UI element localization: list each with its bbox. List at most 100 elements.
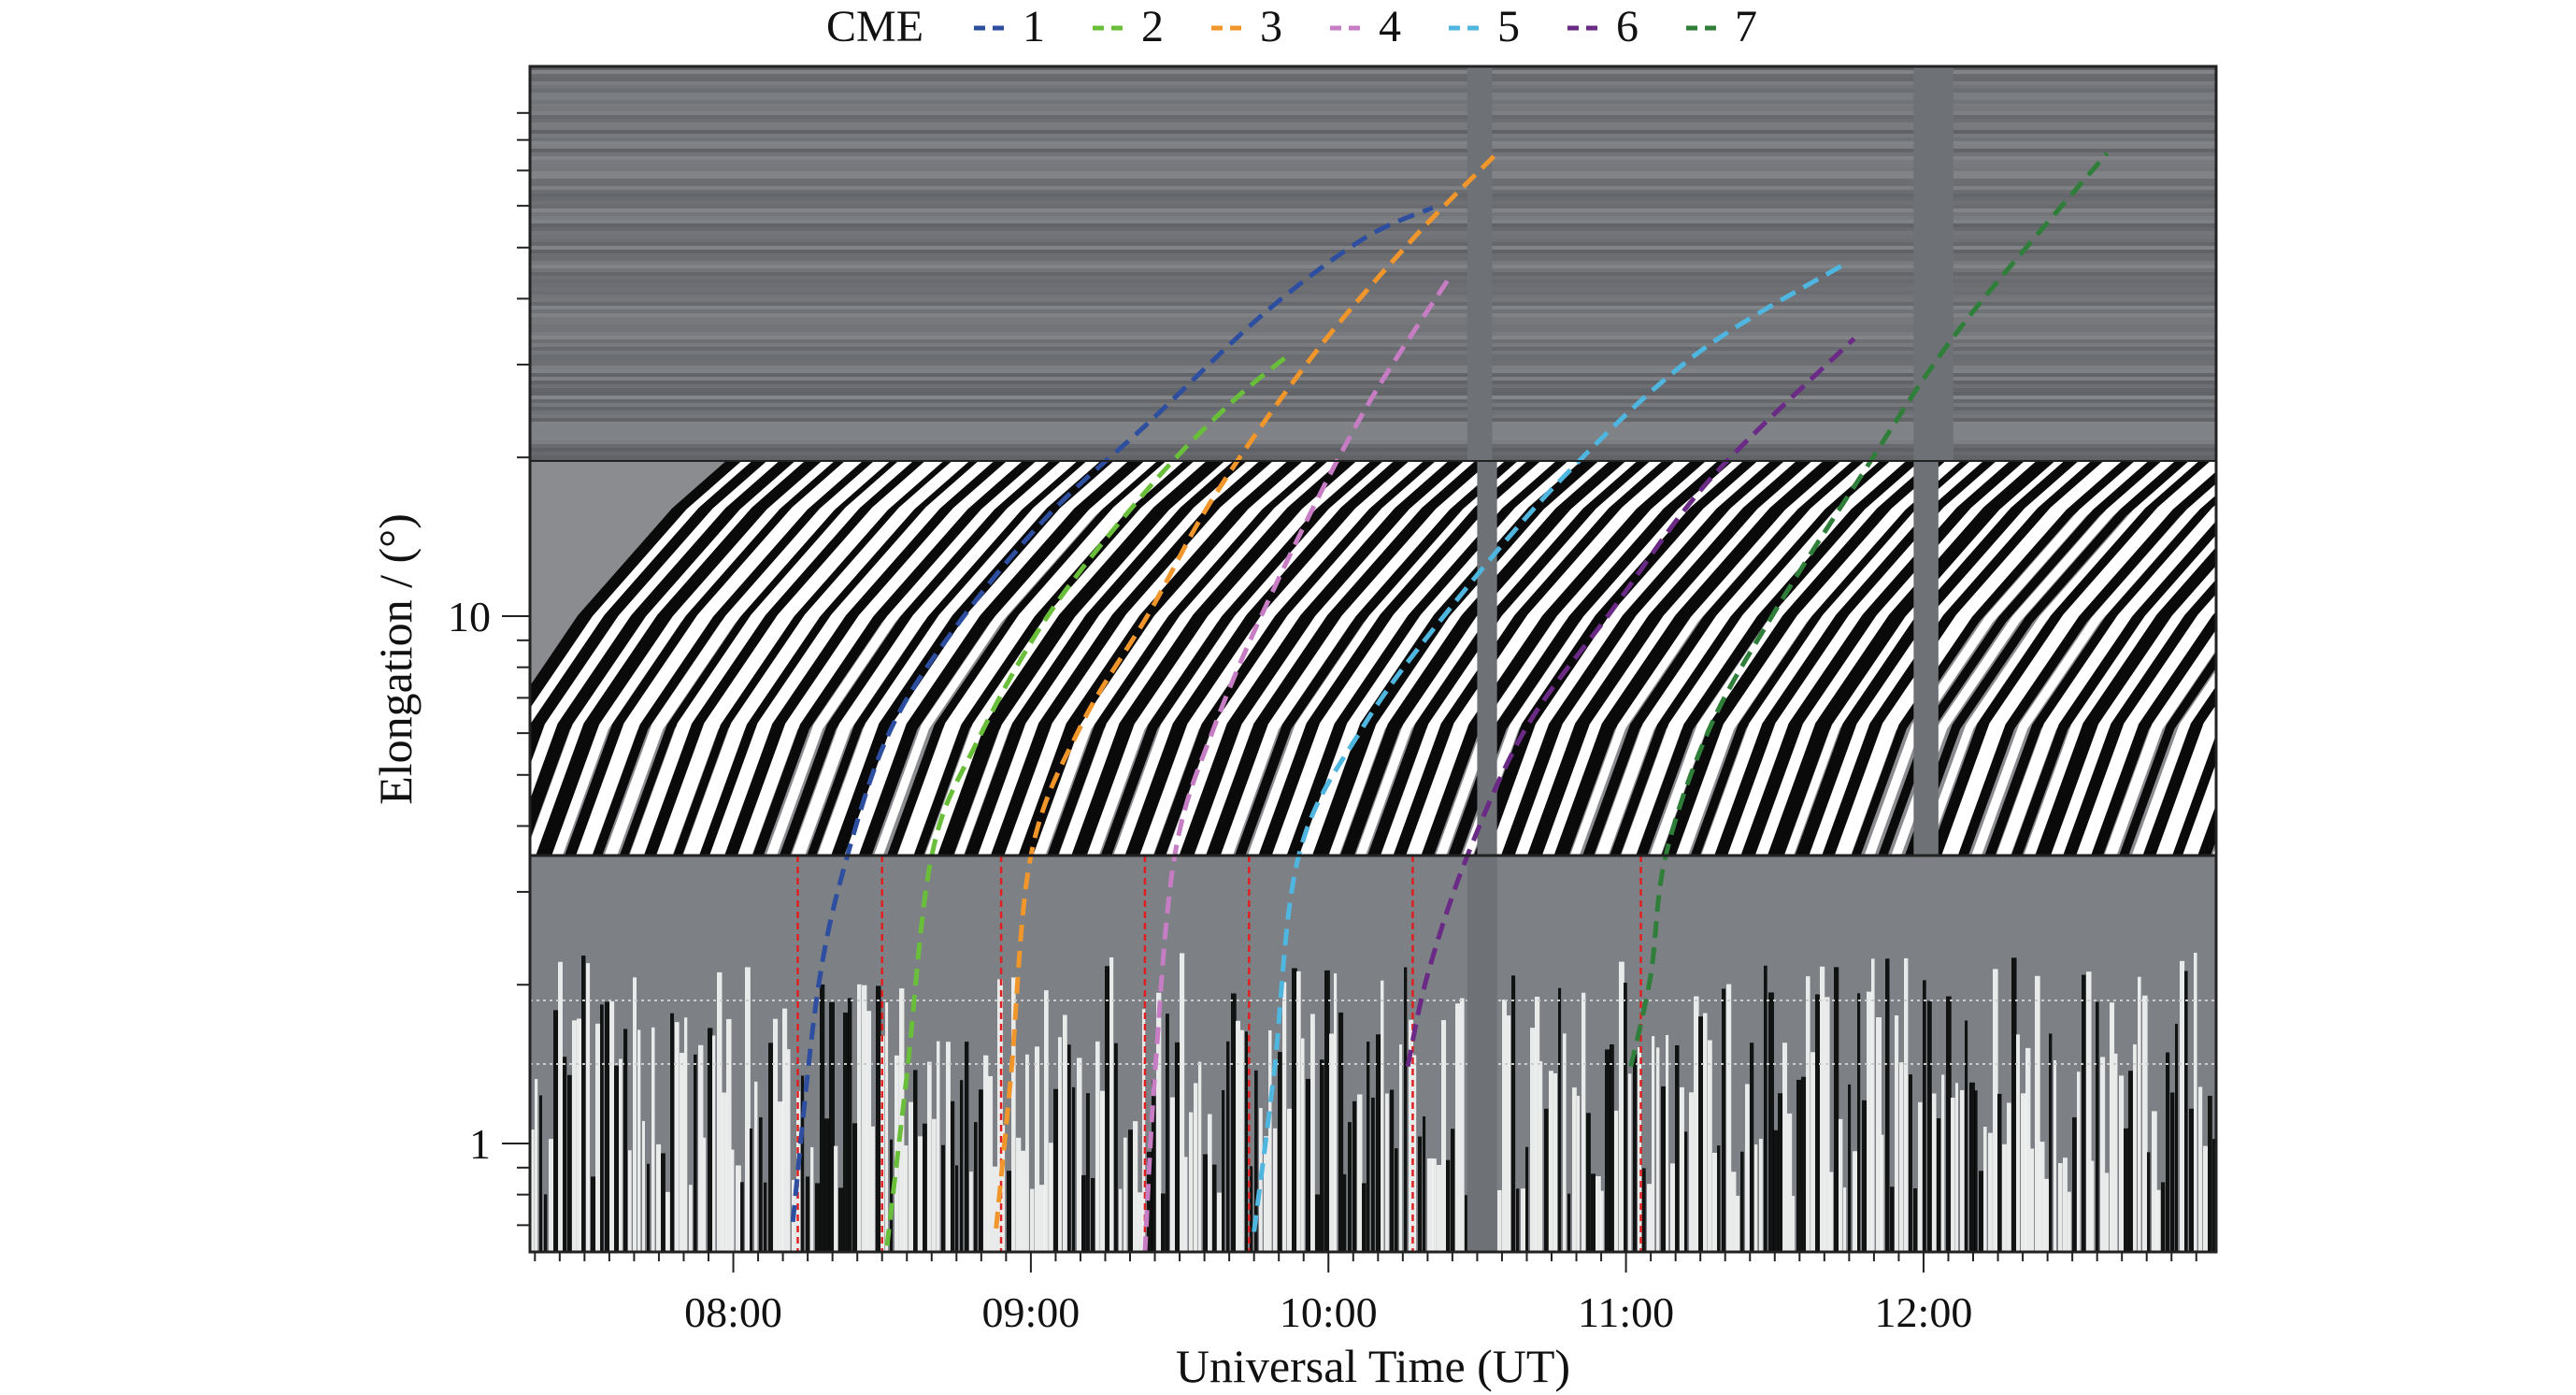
texture-streak [1236,1020,1241,1252]
texture-streak [937,1041,940,1252]
texture-arc [1235,461,1521,856]
legend-label: 2 [1141,2,1164,51]
texture-stripe [530,369,2216,373]
texture-stripe [530,407,2216,410]
texture-streak [2156,1189,2161,1252]
texture-streak [1086,1093,1090,1252]
texture-arc [1996,504,2216,856]
texture-streak [1918,1101,1923,1252]
panel-top-texture [530,66,2216,461]
texture-streak [577,1018,582,1252]
texture-arc [2024,535,2216,856]
texture-arc [1621,461,1911,856]
texture-streak [1296,971,1301,1252]
texture-streak [1745,1084,1750,1252]
texture-arc [2212,845,2216,856]
texture-stripe [530,384,2216,388]
texture-stripe [530,89,2216,93]
texture-stripe [530,70,2216,74]
texture-arc [1891,461,2176,856]
texture-streak [1839,1118,1843,1252]
texture-streak [1759,1138,1763,1252]
texture-streak [1287,1108,1293,1252]
texture-streak [1189,1112,1194,1252]
texture-streak [1231,993,1237,1252]
texture-stripe [530,429,2216,433]
texture-streak [1338,1012,1344,1252]
texture-streak [2119,1075,2125,1252]
texture-streak [960,1080,964,1252]
texture-streak [1895,1015,1899,1252]
texture-streak [1105,966,1110,1252]
texture-streak [567,1074,572,1252]
texture-arc [1767,461,2060,856]
texture-streak [1184,1157,1188,1252]
texture-streak [665,1191,670,1252]
texture-stripe [530,231,2216,235]
texture-streak [904,1145,909,1252]
texture-stripe [530,373,2216,377]
texture-stripe [530,126,2216,130]
texture-stripe [530,85,2216,89]
texture-streak [2133,1043,2137,1252]
texture-streak [2063,1158,2068,1252]
texture-arc [817,461,1109,856]
texture-streak [1208,1114,1212,1252]
texture-streak [1310,1014,1315,1252]
legend-label: 3 [1260,2,1282,51]
texture-streak [1614,1110,1619,1252]
texture-streak [1278,1052,1282,1252]
texture-stripe [530,96,2216,100]
texture-streak [824,1118,830,1252]
texture-streak [539,1095,543,1252]
texture-streak [1053,1088,1059,1252]
texture-streak [1909,1074,1912,1252]
texture-streak [1399,1044,1403,1252]
texture-arc [1153,461,1441,856]
texture-arc [1194,461,1481,856]
texture-streak [2072,1117,2077,1252]
texture-streak [1544,1108,1549,1252]
texture-streak [1254,1070,1258,1252]
legend-item-5: 5 [1449,2,1520,51]
texture-stripe [530,414,2216,418]
texture-arc [1929,461,2216,856]
texture-arc [1488,461,1777,856]
texture-streak [1376,1034,1381,1252]
texture-streak [1764,965,1767,1252]
texture-stripe [530,152,2216,156]
texture-stripe [530,440,2216,444]
texture-streak [876,985,881,1252]
texture-streak [2054,1059,2057,1252]
texture-arc [530,461,757,726]
legend-item-4: 4 [1330,2,1401,51]
texture-arc [858,461,1147,856]
texture-streak [1825,997,1830,1252]
texture-streak [1586,1113,1591,1252]
texture-streak [838,1187,844,1252]
texture-stripe [530,291,2216,295]
texture-streak [1937,1118,1941,1252]
texture-streak [1979,1171,1984,1252]
texture-streak [2049,1033,2053,1252]
texture-streak [773,1018,779,1252]
texture-streak [1773,1129,1779,1252]
texture-streak [1170,1097,1176,1252]
texture-streak [2180,960,2185,1252]
texture-streak [1843,1187,1847,1252]
texture-streak [1722,988,1726,1252]
texture-arc [576,461,868,856]
texture-arc [1462,461,1748,856]
texture-streak [1535,997,1540,1252]
texture-stripe [530,66,2216,70]
legend-title: CME [826,2,923,51]
texture-streak [1553,1073,1558,1252]
texture-arc [2213,208,2576,1222]
texture-streak [2068,1191,2071,1252]
texture-streak [1128,1129,1134,1252]
texture-streak [750,1128,753,1252]
texture-streak [1180,953,1185,1252]
texture-streak [2100,1057,2106,1252]
texture-streak [1792,1195,1796,1252]
texture-arc [780,461,1066,856]
